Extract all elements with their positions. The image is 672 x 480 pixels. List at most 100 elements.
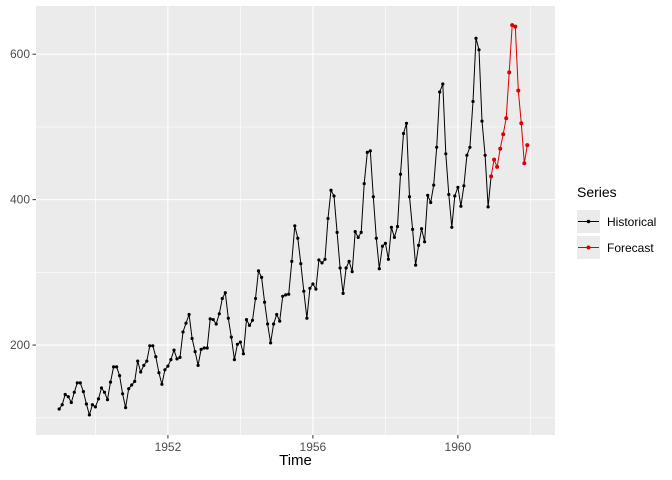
data-point-historical <box>456 185 460 189</box>
data-point-historical <box>193 350 197 354</box>
data-point-historical <box>151 344 155 348</box>
data-point-historical <box>136 359 140 363</box>
data-point-historical <box>420 227 424 231</box>
data-point-historical <box>84 402 88 406</box>
data-point-historical <box>260 275 264 279</box>
data-point-historical <box>93 405 97 409</box>
data-point-historical <box>78 381 82 385</box>
x-tick-label: 1952 <box>155 440 182 454</box>
data-point-historical <box>389 225 393 229</box>
data-point-historical <box>269 341 273 345</box>
data-point-historical <box>247 323 252 327</box>
data-point-historical <box>223 291 227 295</box>
data-point-historical <box>474 36 478 40</box>
x-tick-label: 1960 <box>445 440 472 454</box>
data-point-historical <box>380 244 384 248</box>
data-point-historical <box>356 235 360 239</box>
data-point-historical <box>211 318 215 322</box>
data-point-historical <box>462 184 466 188</box>
data-point-historical <box>66 395 70 399</box>
data-point-historical <box>96 397 101 401</box>
data-point-historical <box>323 257 327 261</box>
data-point-forecast <box>489 174 494 179</box>
data-point-historical <box>465 153 469 157</box>
data-point-historical <box>435 145 439 149</box>
data-point-historical <box>290 259 294 263</box>
data-point-historical <box>214 322 218 326</box>
data-point-historical <box>350 270 354 274</box>
legend-label-historical: Historical <box>607 214 657 229</box>
data-point-historical <box>272 322 276 326</box>
data-point-historical <box>320 261 324 265</box>
data-point-historical <box>395 224 400 229</box>
data-point-historical <box>187 312 191 317</box>
data-point-historical <box>115 365 119 369</box>
data-point-historical <box>317 258 321 262</box>
data-point-historical <box>196 363 200 367</box>
data-point-historical <box>308 286 312 290</box>
data-point-historical <box>57 407 61 411</box>
data-point-historical <box>471 99 475 104</box>
data-point-historical <box>426 193 430 197</box>
data-point-historical <box>483 153 487 157</box>
data-point-historical <box>142 363 146 367</box>
data-point-historical <box>154 355 158 359</box>
data-point-historical <box>414 263 418 267</box>
data-point-historical <box>383 241 387 245</box>
line-point-icon <box>578 219 599 224</box>
data-point-historical <box>90 403 94 407</box>
data-point-historical <box>81 390 85 394</box>
x-tick-label: 1956 <box>300 440 327 454</box>
data-point-historical <box>208 317 212 321</box>
data-point-forecast <box>513 24 518 29</box>
legend-title: Series <box>577 184 617 200</box>
data-point-historical <box>429 200 433 205</box>
data-point-historical <box>335 230 339 234</box>
legend-item-historical: Historical <box>577 210 656 233</box>
data-point-historical <box>229 335 233 339</box>
data-point-historical <box>163 368 167 372</box>
data-point-historical <box>130 383 134 387</box>
data-point-historical <box>432 183 436 187</box>
data-point-historical <box>392 235 396 239</box>
data-point-historical <box>108 380 113 384</box>
data-point-historical <box>175 357 179 361</box>
data-point-historical <box>217 312 221 316</box>
data-point-historical <box>423 240 427 244</box>
data-point-historical <box>166 364 170 368</box>
data-point-historical <box>256 269 261 273</box>
data-point-historical <box>220 296 224 301</box>
data-point-historical <box>202 346 206 350</box>
data-point-forecast <box>504 116 509 121</box>
data-point-historical <box>377 267 381 271</box>
data-point-historical <box>124 406 128 410</box>
data-point-historical <box>311 282 315 286</box>
data-point-historical <box>386 257 390 261</box>
data-point-historical <box>468 145 472 149</box>
data-point-historical <box>63 392 67 397</box>
data-point-historical <box>401 131 406 136</box>
data-point-historical <box>284 293 288 297</box>
data-point-historical <box>398 172 403 176</box>
data-point-historical <box>181 330 185 334</box>
data-point-historical <box>477 48 481 52</box>
data-point-historical <box>160 382 164 386</box>
data-point-historical <box>190 336 194 341</box>
data-point-historical <box>184 321 188 325</box>
y-tick-label: 600 <box>10 47 30 61</box>
data-point-historical <box>72 390 76 394</box>
data-point-forecast <box>495 164 500 169</box>
data-point-historical <box>365 150 369 154</box>
data-point-historical <box>87 413 91 417</box>
data-point-historical <box>362 182 366 186</box>
data-point-historical <box>75 381 79 385</box>
data-point-forecast <box>492 157 497 162</box>
data-point-forecast <box>507 70 512 75</box>
data-point-historical <box>438 90 442 94</box>
data-point-historical <box>263 300 267 304</box>
plot-panel <box>36 6 555 435</box>
data-point-historical <box>118 374 122 378</box>
data-point-historical <box>157 371 161 375</box>
data-point-forecast <box>516 88 521 93</box>
